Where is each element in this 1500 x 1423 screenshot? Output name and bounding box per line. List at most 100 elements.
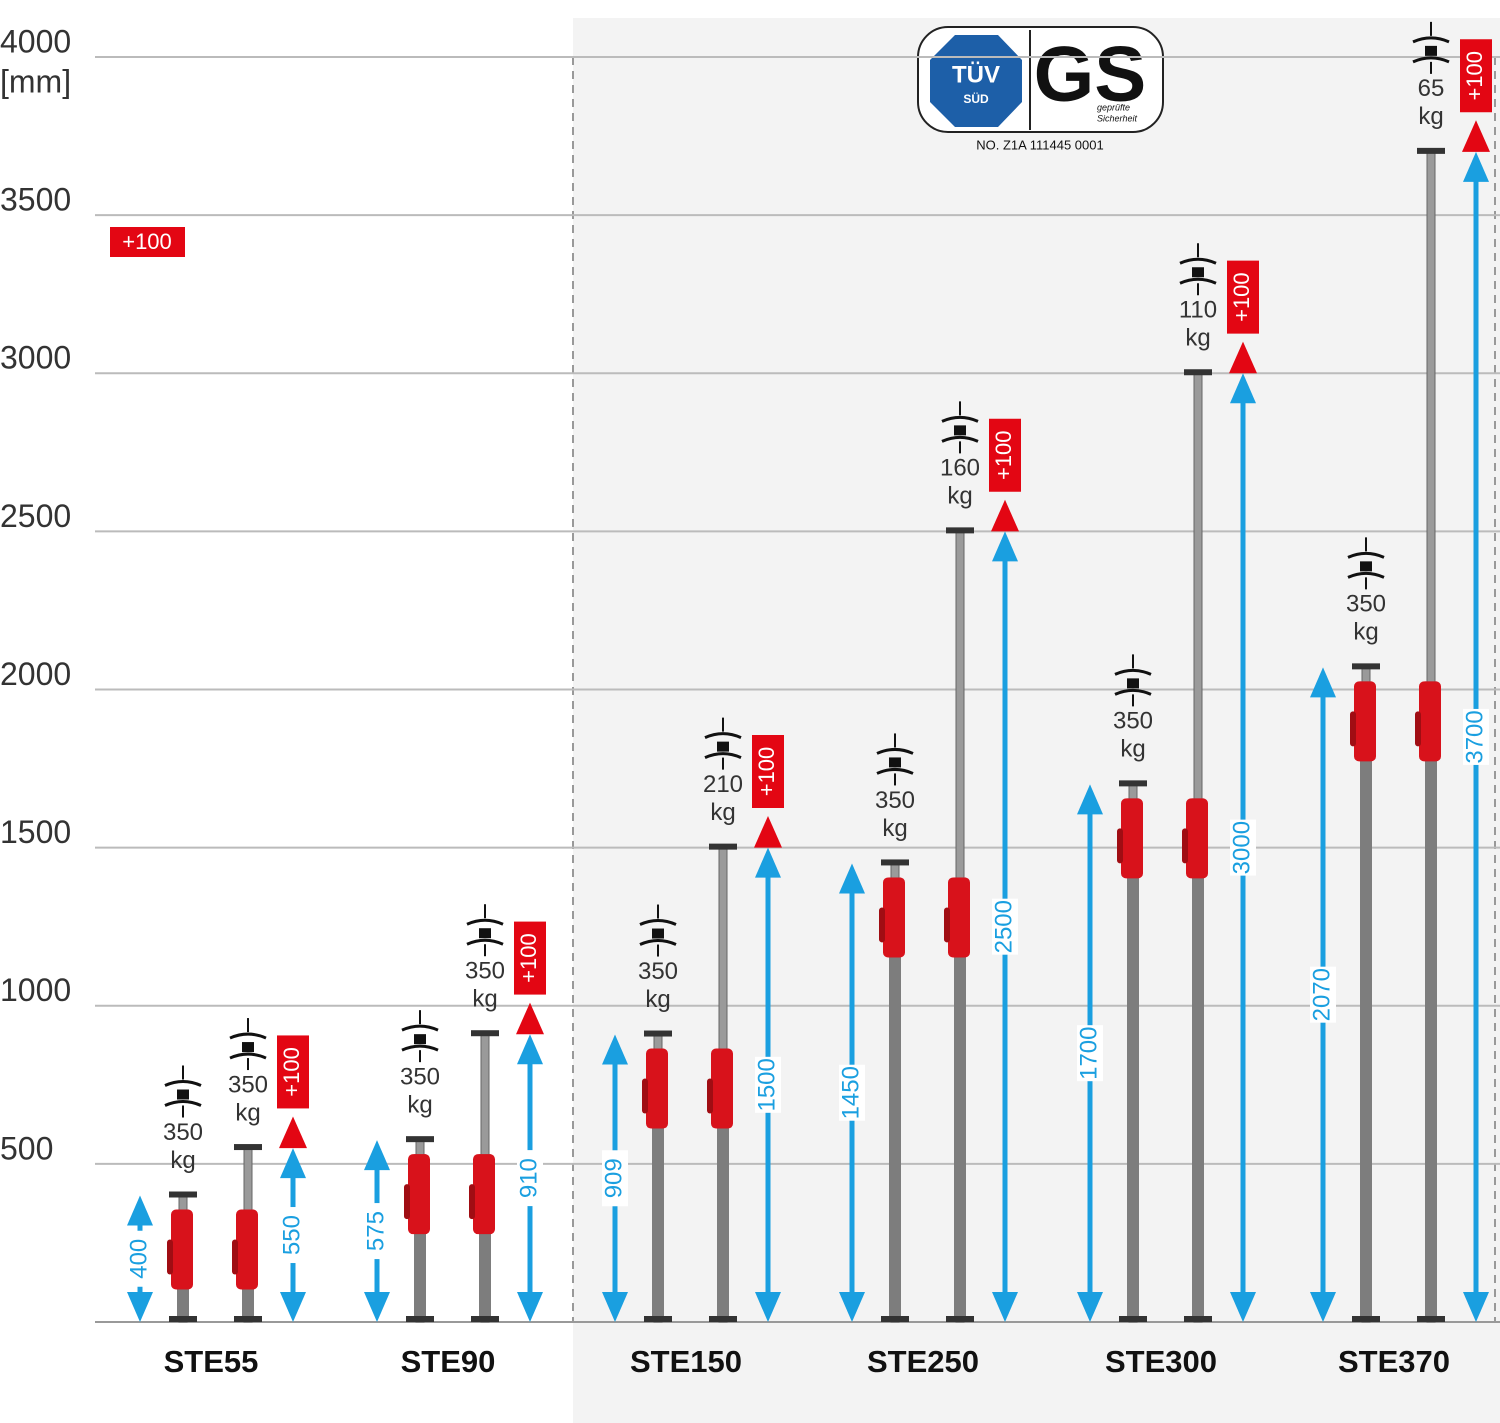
y-tick-label: 500 — [0, 1130, 53, 1166]
load-value: 110 — [1179, 297, 1217, 324]
load-value: 350 — [875, 787, 915, 814]
arrow-label-bg — [127, 1230, 153, 1287]
load-icon-weight — [1127, 678, 1139, 689]
load-icon-weight — [177, 1089, 189, 1100]
prop-base-plate — [234, 1316, 262, 1322]
arrow-label-bg — [280, 1207, 306, 1264]
prop-base-plate — [709, 1316, 737, 1322]
prop-base-plate — [1352, 1316, 1380, 1322]
load-icon — [941, 415, 979, 443]
load-icon — [639, 919, 677, 946]
arrow-head — [992, 531, 1018, 562]
extension — [754, 816, 782, 848]
prop-tube — [1360, 681, 1372, 1322]
y-tick-label: 3500 — [0, 182, 71, 218]
prop-base-plate — [471, 1316, 499, 1322]
load-value: 350 — [400, 1064, 440, 1091]
prop-tube — [1425, 681, 1437, 1322]
extension-label: +100 — [1462, 51, 1487, 101]
arrow-head — [280, 1292, 306, 1322]
prop-tube — [1192, 798, 1204, 1322]
prop-top-plate — [946, 527, 974, 534]
load-unit: kg — [645, 986, 670, 1013]
prop-top-plate — [1352, 663, 1380, 670]
load-unit: kg — [407, 1092, 432, 1119]
prop-base-plate — [1417, 1316, 1445, 1322]
prop-top-plate — [709, 843, 737, 850]
prop-tube — [954, 877, 966, 1322]
prop-top-plate — [1119, 780, 1147, 787]
load-icon-weight — [1360, 561, 1372, 572]
arrow-label: 2070 — [1308, 968, 1335, 1021]
arrow-label: 575 — [362, 1211, 389, 1251]
load-unit: kg — [1185, 325, 1210, 352]
x-tick-label: STE90 — [401, 1344, 496, 1379]
prop-handle — [473, 1154, 495, 1235]
prop-base-plate — [946, 1316, 974, 1322]
arrow-label: 400 — [125, 1239, 152, 1279]
prop-base-plate — [1184, 1316, 1212, 1322]
sud-text: SÜD — [963, 91, 989, 106]
y-unit: [mm] — [0, 63, 71, 99]
load-unit: kg — [1418, 103, 1443, 130]
prop-handle — [171, 1209, 193, 1290]
y-tick-label: 2000 — [0, 656, 71, 692]
extension-box — [514, 921, 546, 995]
arrow-label-bg — [839, 1064, 865, 1121]
extension-box — [752, 735, 784, 808]
y-tick-label: 1000 — [0, 972, 71, 1008]
arrow-label-bg — [1077, 1025, 1103, 1082]
load-icon-weight — [479, 928, 491, 939]
load-unit: kg — [472, 986, 497, 1013]
load-unit: kg — [947, 483, 972, 510]
load-value: 350 — [638, 958, 678, 985]
tuv-text: TÜV — [952, 61, 1000, 88]
prop-base-plate — [406, 1316, 434, 1322]
prop-handle-lever — [642, 1078, 648, 1114]
arrow-label-bg — [364, 1203, 390, 1260]
prop-handle-lever — [944, 907, 950, 943]
gs-caption: Sicherheit — [1097, 113, 1138, 123]
load-icon-weight — [1425, 45, 1437, 56]
arrow-head — [127, 1195, 153, 1226]
load-icon — [466, 918, 504, 946]
extension-label: +100 — [1229, 272, 1254, 322]
arrow-head — [992, 1292, 1018, 1322]
extension-box — [1227, 260, 1259, 334]
arrow-head — [839, 863, 865, 894]
prop-handle — [711, 1048, 733, 1129]
prop-tube — [889, 877, 901, 1322]
y-tick-label: 1500 — [0, 814, 71, 850]
extension — [1462, 120, 1490, 152]
arrow-label-bg — [1463, 708, 1489, 765]
arrow-head — [127, 1292, 153, 1322]
x-tick-label: STE250 — [867, 1344, 979, 1379]
prop-base-plate — [644, 1316, 672, 1322]
arrow-head — [1463, 1292, 1489, 1322]
load-icon-weight — [242, 1042, 254, 1053]
prop-top-plate — [234, 1144, 262, 1151]
load-icon — [1347, 551, 1385, 579]
arrow-label-bg — [992, 898, 1018, 955]
prop-handle-lever — [1350, 711, 1356, 747]
load-value: 350 — [1113, 708, 1153, 735]
y-tick-label: 3000 — [0, 340, 71, 376]
load-value: 350 — [465, 958, 505, 985]
arrow-head — [1310, 667, 1336, 698]
load-icon — [704, 732, 742, 760]
x-tick-label: STE150 — [630, 1344, 742, 1379]
prop-handle-lever — [1415, 711, 1421, 747]
x-tick-label: STE55 — [164, 1344, 259, 1379]
load-value: 350 — [228, 1071, 268, 1098]
prop-handle-lever — [1117, 828, 1123, 864]
arrow-head — [1310, 1292, 1336, 1322]
load-icon — [1114, 668, 1152, 696]
prop-handle-lever — [707, 1078, 713, 1114]
load-value: 210 — [703, 771, 743, 798]
arrow-head — [1077, 784, 1103, 815]
arrow-head — [755, 1292, 781, 1322]
arrow-head — [1463, 151, 1489, 182]
prop-top-plate — [881, 859, 909, 866]
load-icon — [1412, 36, 1450, 64]
